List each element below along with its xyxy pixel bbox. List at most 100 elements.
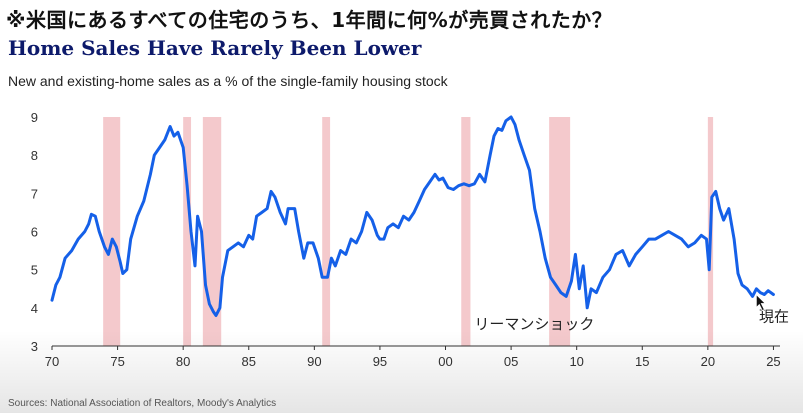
data-point [574, 253, 577, 256]
data-point [153, 154, 156, 156]
data-point [303, 257, 305, 260]
data-point [434, 173, 436, 176]
data-point [570, 280, 573, 282]
data-point [297, 230, 300, 233]
recession-band [461, 117, 471, 346]
data-point [518, 139, 520, 141]
y-tick-label: 6 [31, 225, 38, 240]
data-point [407, 219, 410, 221]
data-point [169, 125, 171, 128]
data-point [70, 249, 73, 252]
series-layer [50, 115, 775, 317]
data-point [772, 293, 775, 296]
data-point [119, 261, 122, 263]
data-point [523, 154, 526, 156]
data-point [251, 238, 254, 240]
data-point [247, 234, 250, 237]
data-point [270, 190, 272, 193]
data-point [442, 177, 444, 179]
x-tick-label: 80 [176, 354, 190, 369]
data-point [186, 184, 188, 187]
data-point [87, 223, 90, 225]
data-point [708, 268, 710, 271]
data-point [767, 289, 769, 292]
axes: 70 75 80 85 90 95 00 05 10 15 20 25 3 4 5 6 7 8 9 [31, 110, 781, 369]
data-point [266, 207, 268, 210]
data-point [452, 188, 455, 191]
data-point [505, 120, 507, 122]
data-point [602, 276, 604, 279]
data-point [261, 211, 263, 214]
data-point [484, 181, 486, 183]
data-point [621, 249, 624, 252]
data-point [190, 230, 192, 233]
data-point [654, 238, 657, 240]
data-point [360, 230, 363, 233]
data-point [173, 135, 175, 137]
recession-bands [103, 117, 714, 346]
data-point [641, 245, 644, 248]
data-point [274, 196, 276, 198]
data-point [615, 253, 617, 256]
y-tick-label: 8 [31, 148, 38, 163]
data-point [204, 284, 207, 286]
data-point [423, 188, 426, 191]
data-point [90, 213, 93, 216]
recession-band [322, 117, 331, 346]
data-point [746, 287, 749, 290]
data-point [402, 215, 405, 218]
data-point [326, 276, 329, 279]
data-point [386, 226, 389, 229]
data-point [514, 123, 516, 126]
data-point [501, 129, 503, 132]
data-point [693, 242, 696, 244]
data-point [293, 207, 296, 210]
data-point [590, 287, 592, 290]
data-point [122, 272, 124, 275]
data-point [83, 230, 86, 233]
data-point [468, 184, 470, 187]
data-point [164, 139, 166, 141]
data-point [438, 179, 440, 181]
data-point [279, 211, 282, 214]
data-point [680, 238, 683, 240]
data-point [111, 238, 114, 240]
data-point [196, 215, 199, 218]
data-point [737, 272, 739, 275]
data-point [215, 314, 217, 317]
data-point [595, 291, 598, 294]
data-point [77, 238, 80, 240]
data-point [255, 215, 258, 218]
y-tick-label: 7 [31, 186, 38, 201]
data-point [64, 257, 66, 260]
x-tick-label: 15 [635, 354, 649, 369]
data-point [565, 295, 567, 298]
data-point [317, 257, 320, 260]
data-point [741, 284, 743, 286]
x-tick-label: 00 [438, 354, 452, 369]
data-point [212, 310, 215, 313]
data-point [457, 184, 460, 187]
data-point [194, 265, 196, 267]
y-tick-label: 4 [31, 301, 38, 316]
y-tick-label: 9 [31, 110, 38, 125]
data-point [366, 211, 368, 214]
annotation-label: リーマンショック [474, 315, 594, 333]
data-point [510, 116, 512, 118]
data-point [143, 200, 145, 202]
data-point [759, 291, 762, 294]
data-point [497, 127, 499, 130]
data-point [578, 287, 581, 290]
japanese-title: ※米国にあるすべての住宅のうち、1年間に何%が売買されたか？ [6, 8, 613, 32]
data-point [284, 223, 287, 225]
data-point [287, 207, 289, 210]
x-tick-label: 25 [766, 354, 780, 369]
data-point [700, 234, 703, 237]
data-point [705, 238, 708, 240]
data-point [733, 238, 735, 240]
chart-title: Home Sales Have Rarely Been Lower [8, 36, 422, 60]
data-point [667, 230, 670, 233]
data-point [728, 207, 730, 210]
data-point [722, 219, 725, 221]
